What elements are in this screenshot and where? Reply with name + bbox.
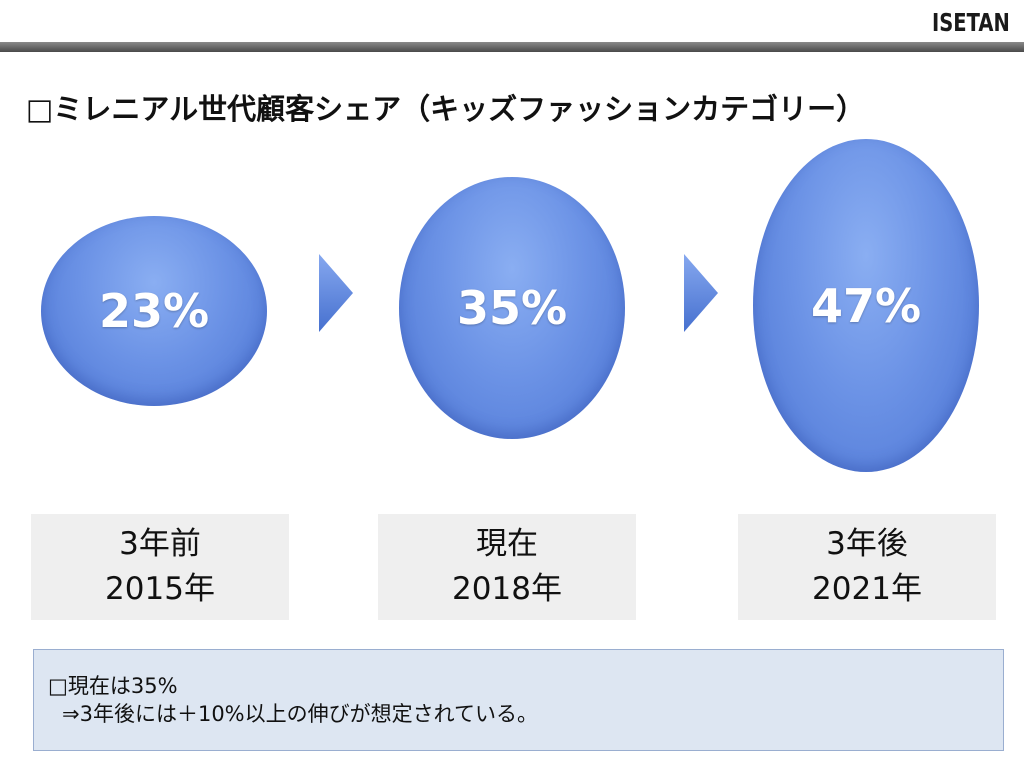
share-value-2015: 23% <box>98 284 210 338</box>
year-text: 2018年 <box>452 571 562 607</box>
period-text: 3年後 <box>826 526 908 563</box>
period-label-2021: 3年後 2021年 <box>738 514 996 620</box>
year-text: 2021年 <box>812 571 922 607</box>
share-value-2021: 47% <box>810 278 922 333</box>
period-label-2015: 3年前 2015年 <box>31 514 289 620</box>
arrow-right-icon <box>319 254 353 332</box>
share-bubble-2018: 35% <box>399 177 625 439</box>
header-bar <box>0 42 1024 52</box>
share-value-2018: 35% <box>456 281 568 335</box>
isetan-logo: ISETAN <box>932 8 1010 37</box>
page-title: □ミレニアル世代顧客シェア（キッズファッションカテゴリー） <box>26 92 866 126</box>
arrow-right-icon <box>684 254 718 332</box>
share-bubble-2015: 23% <box>41 216 267 406</box>
note-line-1: □現在は35% <box>48 674 178 698</box>
period-text: 現在 <box>476 526 538 563</box>
period-label-2018: 現在 2018年 <box>378 514 636 620</box>
summary-note: □現在は35% ⇒3年後には＋10%以上の伸びが想定されている。 <box>33 649 1004 751</box>
year-text: 2015年 <box>105 571 215 607</box>
period-text: 3年前 <box>119 526 201 563</box>
note-line-2: ⇒3年後には＋10%以上の伸びが想定されている。 <box>62 702 539 727</box>
share-bubble-2021: 47% <box>753 139 979 472</box>
